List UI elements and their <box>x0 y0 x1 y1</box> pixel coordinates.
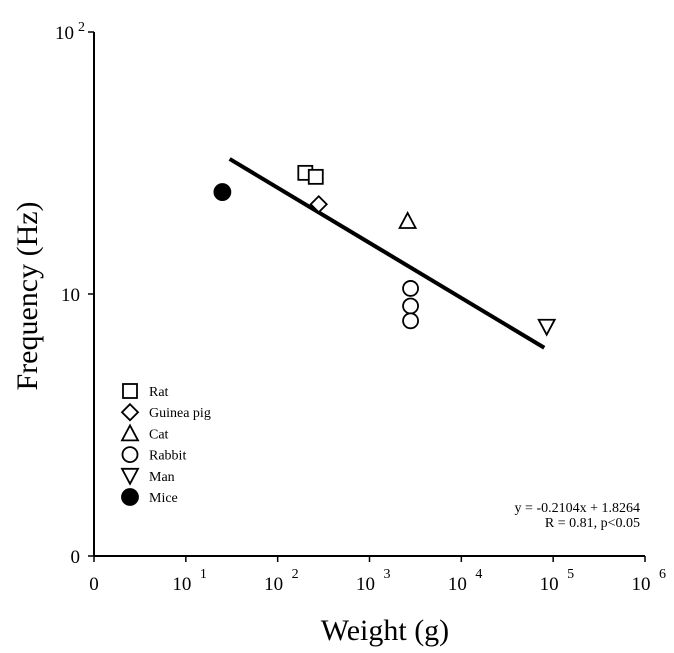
x-tick-label: 10 <box>632 574 651 595</box>
y-tick-exponent: 2 <box>78 20 85 35</box>
x-tick-label: 10 <box>264 574 283 595</box>
legend-label-cat: Cat <box>149 427 169 442</box>
legend-label-man: Man <box>149 470 175 485</box>
regression-annotation: y = -0.2104x + 1.8264 R = 0.81, p<0.05 <box>515 501 640 531</box>
legend-label-rat: Rat <box>149 385 169 400</box>
x-tick-label: 10 <box>448 574 467 595</box>
x-tick-exponent: 6 <box>659 567 666 582</box>
legend-marker-mice <box>121 488 139 506</box>
legend-label-guinea-pig: Guinea pig <box>149 406 211 421</box>
mice-point <box>213 183 232 201</box>
x-tick-exponent: 5 <box>567 567 574 582</box>
x-tick-exponent: 1 <box>200 567 207 582</box>
x-tick-labels: 0 10 1 10 2 10 3 10 4 10 5 10 6 <box>89 556 666 595</box>
legend-marker-rabbit <box>121 446 139 464</box>
data-points <box>213 164 557 337</box>
rabbit-point <box>402 297 419 315</box>
rabbit-point <box>402 312 419 330</box>
legend-marker-rat <box>122 383 138 399</box>
rabbit-point <box>402 280 419 297</box>
guinea-pig-point <box>309 195 329 214</box>
legend-label-mice: Mice <box>149 491 178 506</box>
axes <box>93 32 645 557</box>
y-tick-label: 0 <box>71 547 81 568</box>
x-tick-label: 10 <box>172 574 191 595</box>
x-tick-exponent: 3 <box>384 567 391 582</box>
legend-marker-guinea-pig <box>120 402 140 422</box>
legend-marker-cat <box>120 423 140 442</box>
y-tick-label: 10 <box>61 285 80 306</box>
rat-point <box>307 168 324 185</box>
r-value-text: R = 0.81, p<0.05 <box>545 516 640 531</box>
legend: Rat Guinea pig Cat Rabbit Man Mice <box>120 383 211 506</box>
legend-marker-man <box>120 467 140 486</box>
x-axis-title: Weight (g) <box>321 614 449 647</box>
y-tick-labels: 0 10 10 2 <box>55 20 94 568</box>
x-tick-exponent: 2 <box>292 567 299 582</box>
x-tick-label: 10 <box>540 574 559 595</box>
regression-line-group <box>228 157 546 350</box>
man-point <box>537 318 557 337</box>
x-tick-label: 10 <box>356 574 375 595</box>
regression-line <box>228 157 546 350</box>
x-tick-label: 0 <box>89 574 99 595</box>
y-tick-label: 10 <box>55 23 74 44</box>
equation-text: y = -0.2104x + 1.8264 <box>515 501 640 516</box>
legend-label-rabbit: Rabbit <box>149 449 186 464</box>
cat-point <box>398 211 418 229</box>
x-tick-exponent: 4 <box>475 567 482 582</box>
y-axis-title: Frequency (Hz) <box>11 201 44 390</box>
